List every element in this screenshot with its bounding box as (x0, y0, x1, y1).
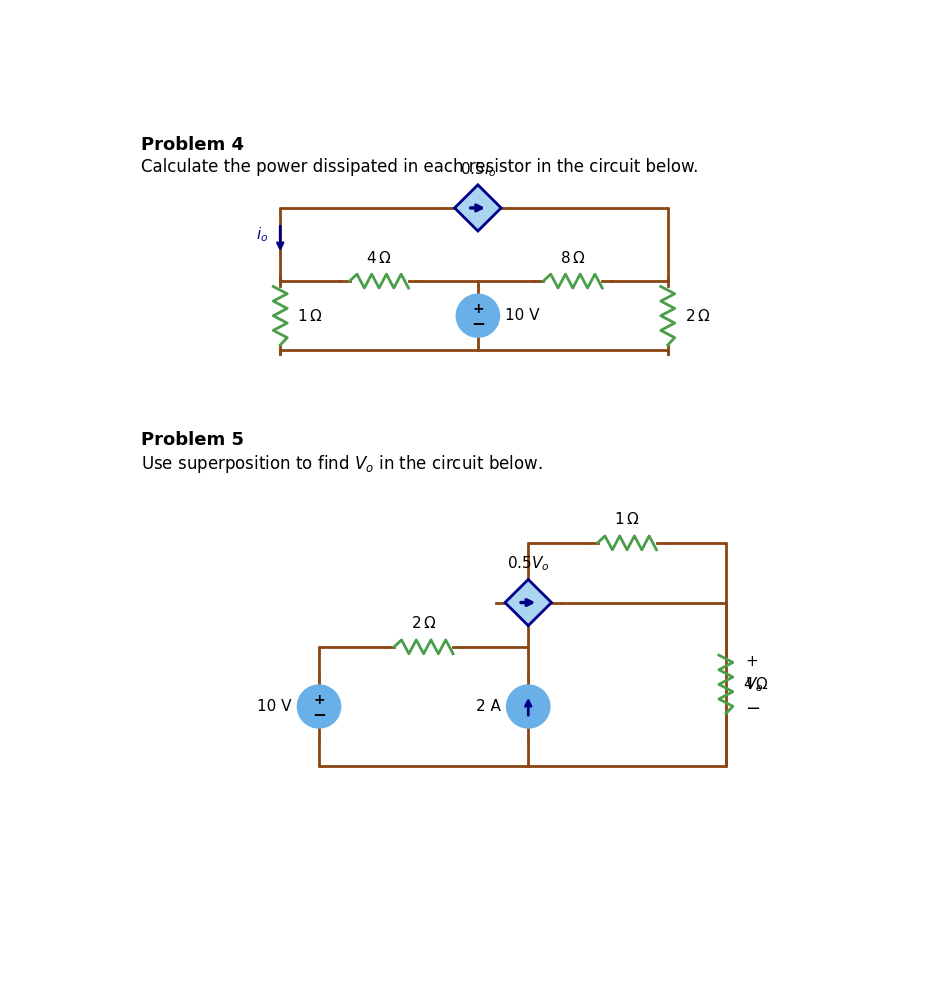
Text: $0.5i_o$: $0.5i_o$ (460, 160, 496, 179)
Text: −: − (745, 700, 760, 718)
Text: $1\,\Omega$: $1\,\Omega$ (297, 307, 322, 324)
Text: Use superposition to find $V_o$ in the circuit below.: Use superposition to find $V_o$ in the c… (141, 453, 542, 474)
Text: Calculate the power dissipated in each resistor in the circuit below.: Calculate the power dissipated in each r… (141, 158, 698, 176)
Polygon shape (505, 579, 552, 626)
Text: +: + (313, 692, 325, 707)
Circle shape (298, 685, 340, 728)
Text: $2\,\Omega$: $2\,\Omega$ (685, 307, 710, 324)
Text: −: − (312, 705, 326, 723)
Text: Problem 4: Problem 4 (141, 136, 243, 154)
Text: $8\,\Omega$: $8\,\Omega$ (560, 249, 586, 266)
Text: 10 V: 10 V (505, 308, 540, 323)
Text: $i_o$: $i_o$ (257, 226, 269, 245)
Text: $4\,\Omega$: $4\,\Omega$ (743, 677, 768, 692)
Text: $4\,\Omega$: $4\,\Omega$ (367, 249, 392, 266)
Text: 2 A: 2 A (477, 699, 501, 714)
Polygon shape (455, 185, 501, 231)
Text: $1\,\Omega$: $1\,\Omega$ (615, 512, 640, 527)
Text: $V_o$: $V_o$ (745, 675, 763, 693)
Text: $0.5V_o$: $0.5V_o$ (507, 555, 550, 573)
Text: $2\,\Omega$: $2\,\Omega$ (411, 616, 436, 631)
Text: Problem 5: Problem 5 (141, 431, 243, 449)
Circle shape (508, 685, 549, 728)
Text: +: + (745, 654, 758, 669)
Text: −: − (471, 314, 485, 333)
Text: +: + (472, 301, 484, 316)
Circle shape (457, 295, 499, 337)
Text: 10 V: 10 V (258, 699, 292, 714)
